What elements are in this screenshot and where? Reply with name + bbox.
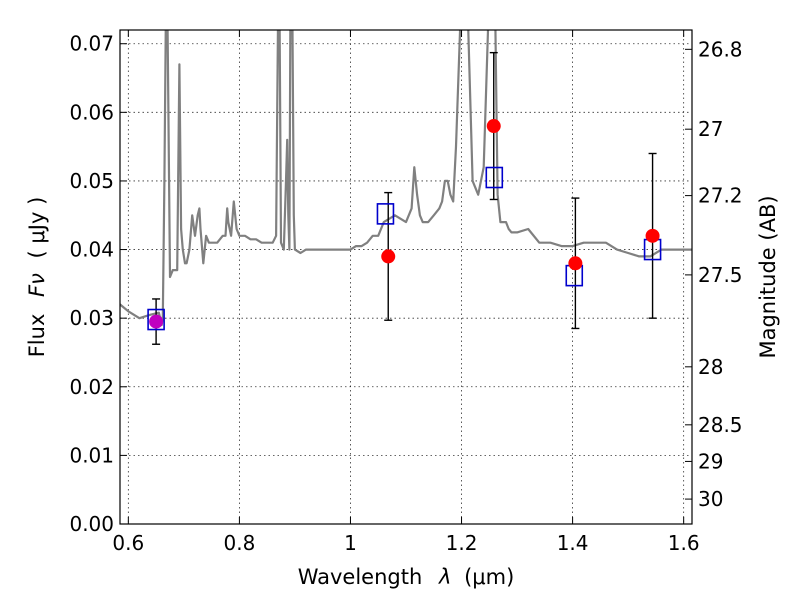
observed-point-1 [381,249,396,264]
data-layer [120,30,692,345]
y2-tick-label-2: 27.2 [698,184,743,208]
observed-point-2 [486,119,501,134]
x-axis-label-text: Wavelength [298,565,423,589]
model-photometry-square-0 [147,308,165,331]
y-tick-label-6: 0.06 [69,100,114,124]
y-tick-label-2: 0.02 [69,375,114,399]
x-axis-label-unit: (μm) [464,565,514,589]
y-axis-label-text: Flux [25,314,49,358]
grid-layer [120,30,692,524]
y2-tick-label-4: 28 [698,355,723,379]
tick-layer: 0.6 0.8 1 1.2 1.4 1.6 0.00 0.01 0.02 0.03 0.04 0.05… [69,30,743,555]
y2-tick-label-7: 30 [698,487,723,511]
y2-tick-label-6: 29 [698,449,723,473]
y-axis-label-symbol: Fν [25,273,49,297]
y-axis-label: Flux Fν ( μJy ) [25,197,49,358]
observed-point-0 [149,314,164,329]
y-tick-label-4: 0.04 [69,238,114,262]
y2-tick-label-1: 27 [698,117,723,141]
x-tick-label-3: 1.2 [446,531,478,555]
y2-tick-label-0: 26.8 [698,37,743,61]
plot-frame [119,29,693,525]
y-tick-label-1: 0.01 [69,443,114,467]
x-tick-label-5: 1.6 [668,531,700,555]
y-tick-label-0: 0.00 [69,512,114,536]
y2-tick-label-3: 27.5 [698,263,743,287]
y-tick-label-7: 0.07 [69,32,114,56]
y-tick-label-3: 0.03 [69,306,114,330]
model-photometry-square-1 [376,203,395,225]
y2-tick-label-5: 28.5 [698,413,743,437]
observed-point-4 [645,228,660,243]
y-axis-label-unit: ( μJy ) [25,197,49,259]
y-tick-label-5: 0.05 [69,169,114,193]
plot-background [120,30,692,524]
x-axis-label: Wavelength λ (μm) [298,565,515,589]
model-spectrum-line [120,30,692,327]
x-axis-label-symbol: λ [438,565,451,589]
observed-point-3 [568,256,583,271]
model-photometry-square-2 [485,166,504,189]
x-tick-label-4: 1.4 [557,531,589,555]
x-tick-label-1: 0.8 [223,531,255,555]
x-tick-label-2: 1 [344,531,357,555]
x-tick-label-0: 0.6 [112,531,144,555]
y2-axis-label: Magnitude (AB) [756,195,780,358]
